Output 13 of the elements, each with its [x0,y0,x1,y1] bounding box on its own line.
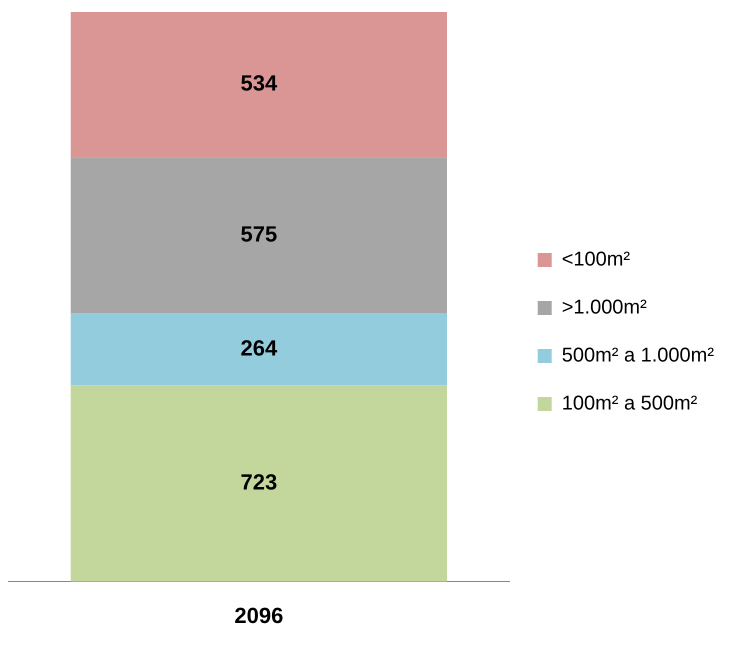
bar [70,313,447,386]
legend-label: 100m² a 500m² [562,392,698,415]
data-label: 264 [240,335,278,360]
bar [70,12,447,158]
bar [70,385,447,582]
legend-label: 500m² a 1.000m² [562,344,714,367]
data-label: 534 [240,70,278,96]
total-label: 2096 [234,602,284,628]
legend-label: >1.000m² [562,296,648,319]
data-label: 575 [240,221,278,246]
data-label: 723 [240,469,278,494]
bar [70,157,447,314]
legend-label: <100m² [562,248,630,271]
